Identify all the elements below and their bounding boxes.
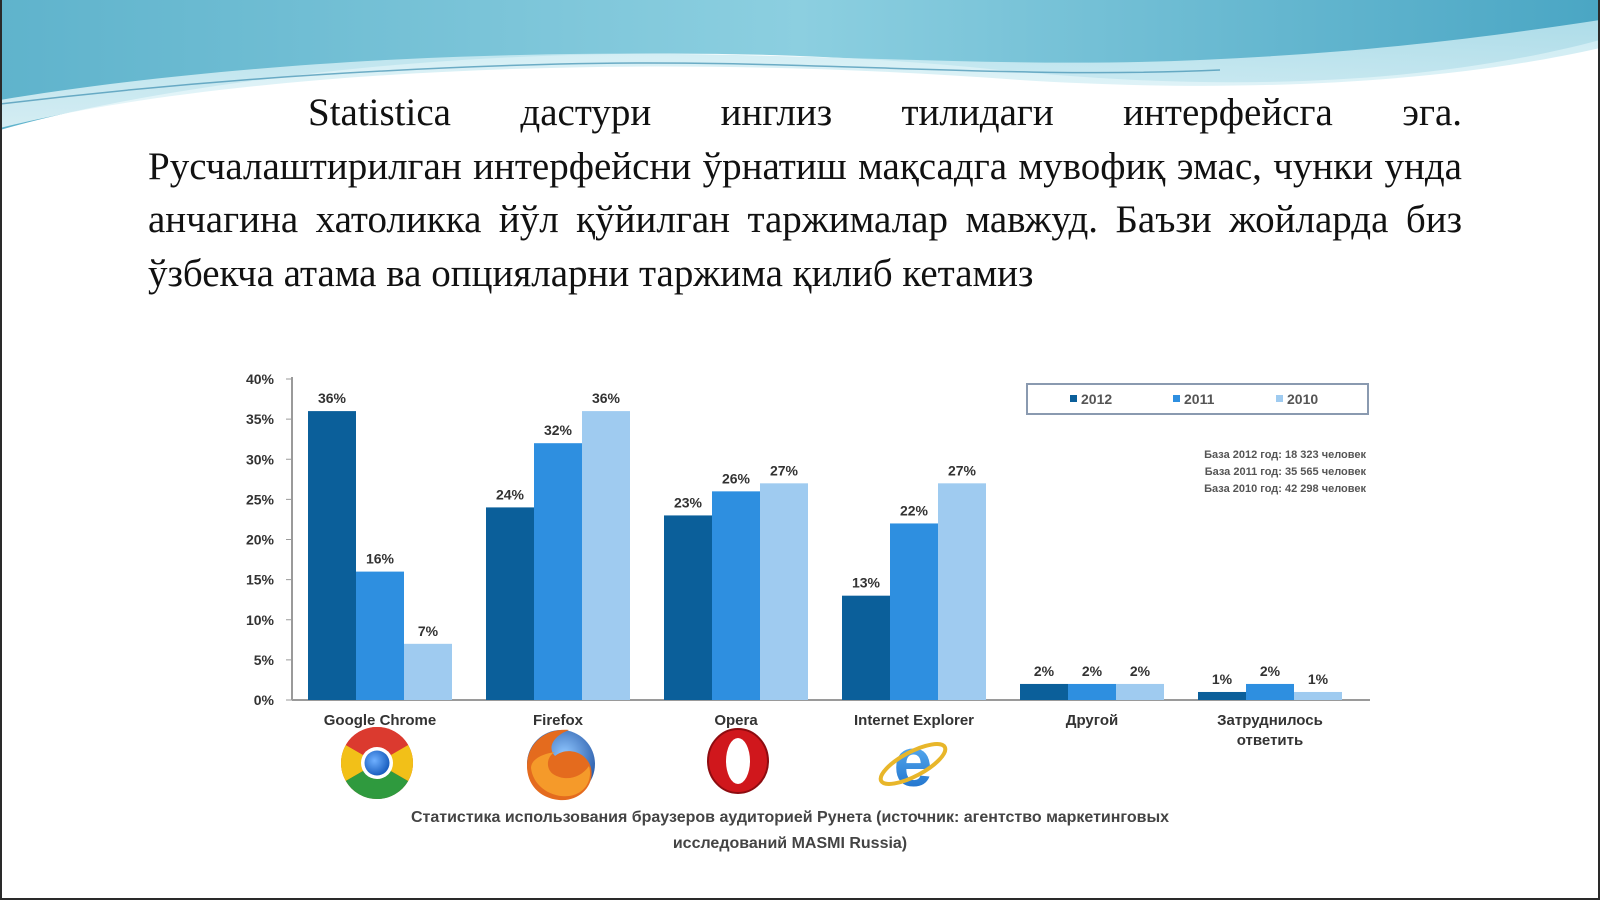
data-label: 13% [852,575,881,591]
chrome-logo [340,726,414,800]
top-wave-line [0,62,1221,105]
top-wave [0,0,1600,130]
category-label-line-2: ответить [1237,732,1303,749]
bar-2010-4 [1116,683,1164,700]
bar-2010-5 [1294,691,1342,700]
category-labels: Google Chrome Firefox Opera Internet Explor… [324,712,1323,749]
bar-2012-2 [664,515,712,700]
data-label: 27% [770,462,799,478]
y-tick-label: 35% [246,411,275,427]
bar-2010-1 [582,411,630,700]
data-label: 1% [1212,671,1233,687]
legend-swatch [1173,395,1180,402]
bar-2012-0 [308,411,356,700]
bar-2010-2 [760,483,808,700]
bar-2011-1 [534,443,582,700]
data-label: 2% [1260,663,1281,679]
data-label: 16% [366,551,395,567]
data-labels: 36% 16% 7% 24% 32% 36% 23% 26% 27% 13% 22% 27% 2% 2% 2… [318,390,1329,687]
data-label: 22% [900,502,929,518]
data-label: 23% [674,494,703,510]
y-tick-label: 15% [246,572,275,588]
opera-logo [707,728,769,794]
slide-paragraph: Statistica дастури инглиз тилидаги интер… [148,91,1462,295]
category-label: Другой [1066,712,1118,729]
data-label: 2% [1082,663,1103,679]
base-note: База 2011 год: 35 565 человек [1205,466,1367,478]
data-label: 1% [1308,671,1329,687]
data-label: 32% [544,422,573,438]
bar-2011-2 [712,491,760,700]
bar-2011-0 [356,571,404,700]
internet-explorer-logo: e [878,723,948,801]
y-tick-label: 40% [246,371,275,387]
data-label: 7% [418,623,439,639]
bar-2010-3 [938,483,986,700]
data-label: 27% [948,462,977,478]
svg-text:e: e [894,723,933,801]
category-label: Opera [714,712,758,729]
legend-swatch [1070,395,1077,402]
category-label: Firefox [533,712,584,729]
base-notes: База 2012 год: 18 323 человек База 2011 г… [1204,449,1366,495]
base-note: База 2010 год: 42 298 человек [1204,483,1366,495]
chart-caption-line-2: исследований MASMI Russia) [673,835,907,852]
y-tick-label: 25% [246,491,275,507]
data-label: 36% [318,390,347,406]
category-label: Google Chrome [324,712,437,729]
bar-2012-5 [1198,691,1246,700]
y-tick-label: 30% [246,451,275,467]
data-label: 24% [496,486,525,502]
legend-box [1026,383,1369,415]
bar-2011-5 [1246,683,1294,700]
data-label: 36% [592,390,621,406]
legend-label: 2012 [1081,391,1112,407]
legend: 2012 2011 2010 [1026,383,1369,415]
y-tick-label: 5% [254,652,275,668]
bar-2012-3 [842,595,890,700]
bar-2012-4 [1020,683,1068,700]
bar-2011-3 [890,523,938,700]
data-label: 2% [1130,663,1151,679]
y-tick-label: 10% [246,612,275,628]
y-tick-label: 0% [254,692,275,708]
category-label: Internet Explorer [854,712,974,729]
legend-swatch [1276,395,1283,402]
bars [308,411,1342,700]
data-label: 2% [1034,663,1055,679]
firefox-logo [527,729,595,801]
bar-2010-0 [404,643,452,700]
legend-label: 2011 [1184,391,1215,407]
category-label: Затруднилось [1217,712,1323,729]
y-tick-label: 20% [246,532,275,548]
bar-2011-4 [1068,683,1116,700]
legend-label: 2010 [1287,391,1318,407]
bar-2012-1 [486,507,534,700]
base-note: База 2012 год: 18 323 человек [1204,449,1366,461]
y-axis: 0% 5% 10% 15% 20% 25% 30% 35% 40% [246,371,1370,708]
data-label: 26% [722,470,751,486]
chart-caption-line-1: Статистика использования браузеров аудит… [411,809,1169,826]
